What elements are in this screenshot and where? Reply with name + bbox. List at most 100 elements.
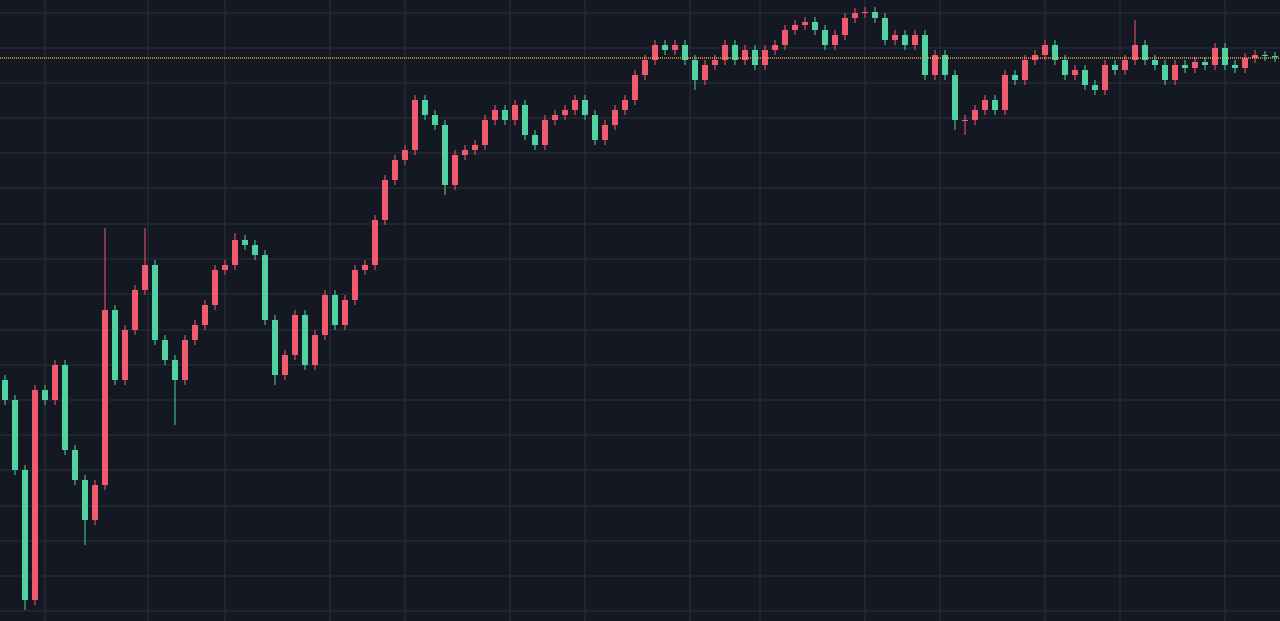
candle-body [642, 60, 648, 75]
candle-body [862, 12, 868, 13]
candle-body [802, 22, 808, 25]
candle-body [542, 120, 548, 145]
candle-body [682, 45, 688, 60]
candle-body [782, 30, 788, 45]
candle-body [592, 115, 598, 140]
candle-body [852, 13, 858, 18]
candle-body [702, 65, 708, 80]
candle-body [942, 55, 948, 75]
candle-body [1142, 45, 1148, 60]
candle-body [72, 450, 78, 480]
candle-body [912, 35, 918, 45]
candle-body [1242, 58, 1248, 68]
candle-body [1272, 56, 1278, 57]
candle-body [1232, 65, 1238, 68]
candle-body [772, 45, 778, 50]
candle-body [1042, 45, 1048, 55]
candle-body [352, 270, 358, 300]
candle-body [652, 45, 658, 60]
candle-body [672, 45, 678, 50]
candle-body [302, 315, 308, 365]
candle-body [222, 265, 228, 270]
candle-body [1052, 45, 1058, 60]
candle-body [392, 160, 398, 180]
candle-body [322, 295, 328, 335]
candle-body [552, 115, 558, 120]
candle-body [522, 105, 528, 135]
candle-body [982, 100, 988, 110]
candle-body [492, 110, 498, 120]
candle-body [1172, 65, 1178, 80]
candle-body [62, 365, 68, 450]
candle-body [162, 340, 168, 360]
candle-body [2, 380, 8, 400]
candle-body [342, 300, 348, 325]
candle-body [1162, 65, 1168, 80]
candle-body [792, 25, 798, 30]
candle-body [572, 100, 578, 110]
candle-body [122, 330, 128, 380]
candle-body [82, 480, 88, 520]
candle-body [882, 18, 888, 40]
candle-body [1082, 70, 1088, 85]
candle-body [482, 120, 488, 145]
candle-body [742, 50, 748, 60]
candle-body [22, 470, 28, 600]
candle-body [452, 155, 458, 185]
candle-body [332, 295, 338, 325]
candle-body [382, 180, 388, 220]
candle-body [1222, 48, 1228, 65]
candle-body [402, 150, 408, 160]
candle-body [1152, 60, 1158, 65]
candle-body [42, 390, 48, 400]
candle-body [602, 125, 608, 140]
candle-body [1022, 60, 1028, 80]
candle-body [1092, 85, 1098, 90]
candle-body [92, 485, 98, 520]
candle-body [1102, 65, 1108, 90]
candle-body [202, 305, 208, 325]
candle-body [502, 110, 508, 120]
candle-body [812, 22, 818, 30]
candle-body [692, 60, 698, 80]
candle-body [32, 390, 38, 600]
candle-body [242, 240, 248, 245]
candle-body [972, 110, 978, 120]
candle-body [532, 135, 538, 145]
candle-body [432, 115, 438, 125]
candle-body [1132, 45, 1138, 60]
candle-body [612, 110, 618, 125]
candle-body [372, 220, 378, 265]
candle-body [992, 100, 998, 110]
candle-body [462, 150, 468, 155]
candle-body [142, 265, 148, 290]
candle-body [182, 340, 188, 380]
candle-body [632, 75, 638, 100]
candle-body [1212, 48, 1218, 65]
candle-body [1262, 55, 1268, 56]
candle-body [262, 255, 268, 320]
candle-body [1202, 62, 1208, 65]
candle-body [902, 35, 908, 45]
candle-body [722, 45, 728, 60]
candle-body [422, 100, 428, 115]
candle-body [1192, 62, 1198, 68]
candle-body [562, 110, 568, 115]
candle-body [282, 355, 288, 375]
candle-body [292, 315, 298, 355]
candle-body [272, 320, 278, 375]
candle-body [152, 265, 158, 340]
candle-body [1012, 75, 1018, 80]
candle-body [1182, 65, 1188, 68]
candle-body [412, 100, 418, 150]
candle-body [962, 120, 968, 121]
candle-body [232, 240, 238, 265]
candle-body [312, 335, 318, 365]
candle-body [132, 290, 138, 330]
candle-body [212, 270, 218, 305]
candle-body [582, 100, 588, 115]
candle-body [112, 310, 118, 380]
